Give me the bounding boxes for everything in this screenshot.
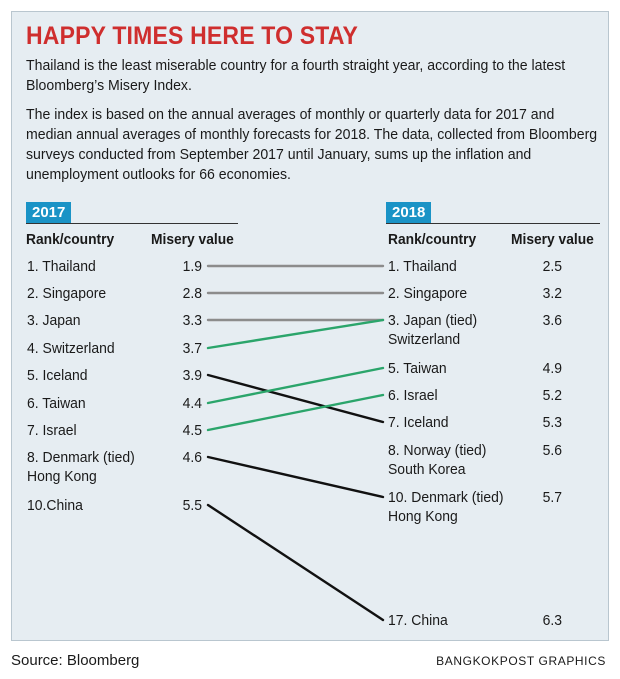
connector-line-4 <box>206 318 385 350</box>
colhead-rank-2018: Rank/country <box>388 231 477 248</box>
connector-line-8 <box>206 455 385 499</box>
rank-2017-row-6: 6. Taiwan <box>27 395 86 412</box>
value-2017-row-9: 5.5 <box>182 497 202 514</box>
rank-2018-row-8: 10. Denmark (tied) Hong Kong <box>388 489 504 525</box>
value-2017-row-3: 3.3 <box>182 312 202 329</box>
rank-2017-row-3: 3. Japan <box>27 312 81 329</box>
method-text: The index is based on the annual average… <box>26 106 598 183</box>
value-2018-row-6: 5.3 <box>542 414 562 431</box>
value-2017-row-8: 4.6 <box>182 449 202 466</box>
colhead-rank-2017: Rank/country <box>26 231 115 248</box>
rank-2018-row-9: 17. China <box>388 612 448 629</box>
colhead-value-2018: Misery value <box>511 231 594 248</box>
value-2017-row-7: 4.5 <box>182 422 202 439</box>
rank-2017-row-7: 7. Israel <box>27 422 77 439</box>
rule-2017 <box>26 223 238 224</box>
value-2018-row-5: 5.2 <box>542 387 562 404</box>
value-2018-row-8: 5.7 <box>542 489 562 506</box>
colhead-value-2017: Misery value <box>151 231 234 248</box>
value-2018-row-1: 2.5 <box>542 258 562 275</box>
rank-2017-row-8: 8. Denmark (tied) Hong Kong <box>27 449 135 485</box>
value-2018-row-4: 4.9 <box>542 360 562 377</box>
rank-2017-row-2: 2. Singapore <box>27 285 107 302</box>
rank-2018-row-4: 5. Taiwan <box>388 360 447 377</box>
connector-line-5 <box>206 373 385 424</box>
value-2017-row-6: 4.4 <box>182 395 202 412</box>
source-note: Source: Bloomberg <box>11 652 140 669</box>
rule-2018 <box>386 223 600 224</box>
rank-2017-row-4: 4. Switzerland <box>27 340 115 357</box>
connector-line-6 <box>206 366 385 405</box>
year-badge-2018: 2018 <box>386 202 432 224</box>
rank-2018-row-1: 1. Thailand <box>388 258 457 275</box>
value-2018-row-3: 3.6 <box>542 312 562 329</box>
chart-panel <box>11 11 609 641</box>
rank-2017-row-1: 1. Thailand <box>27 258 96 275</box>
rank-2018-row-5: 6. Israel <box>388 387 438 404</box>
value-2018-row-7: 5.6 <box>542 442 562 459</box>
value-2018-row-9: 6.3 <box>542 612 562 629</box>
year-badge-2017: 2017 <box>26 202 72 224</box>
rank-2018-row-3: 3. Japan (tied) Switzerland <box>388 312 478 348</box>
rank-2018-row-2: 2. Singapore <box>388 285 468 302</box>
rank-2018-row-7: 8. Norway (tied) South Korea <box>388 442 487 478</box>
value-2017-row-5: 3.9 <box>182 367 202 384</box>
value-2017-row-4: 3.7 <box>182 340 202 357</box>
value-2017-row-2: 2.8 <box>182 285 202 302</box>
intro-text: Thailand is the least miserable country … <box>26 57 566 94</box>
connector-line-9 <box>206 503 385 622</box>
value-2017-row-1: 1.9 <box>182 258 202 275</box>
value-2018-row-2: 3.2 <box>542 285 562 302</box>
rank-2017-row-9: 10.China <box>27 497 83 514</box>
rank-2017-row-5: 5. Iceland <box>27 367 88 384</box>
graphics-credit: BANGKOKPOST GRAPHICS <box>436 654 606 668</box>
rank-2018-row-6: 7. Iceland <box>388 414 449 431</box>
chart-title: HAPPY TIMES HERE TO STAY <box>26 22 359 50</box>
connector-line-7 <box>206 393 385 432</box>
